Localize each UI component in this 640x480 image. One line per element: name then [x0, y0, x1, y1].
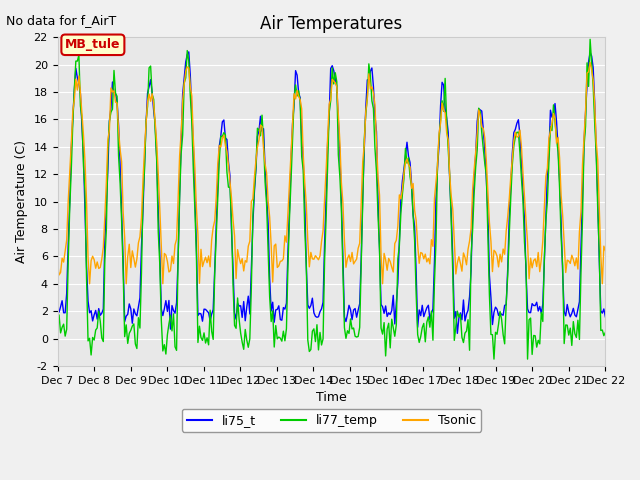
Line: li75_t: li75_t	[58, 52, 605, 334]
li77_temp	[573, 335, 580, 340]
Line: Tsonic: Tsonic	[58, 62, 605, 284]
li75_t	[454, 331, 461, 336]
li75_t	[295, 90, 303, 96]
li77_temp	[217, 133, 225, 139]
li77_temp	[236, 317, 243, 323]
li77_temp	[602, 329, 609, 335]
Text: MB_tule: MB_tule	[65, 38, 120, 51]
li75_t	[54, 305, 61, 311]
Tsonic	[246, 239, 253, 244]
li75_t	[121, 319, 129, 324]
li75_t	[602, 314, 609, 320]
Tsonic	[237, 261, 244, 266]
Y-axis label: Air Temperature (C): Air Temperature (C)	[15, 140, 28, 263]
li77_temp	[121, 334, 129, 339]
li75_t	[246, 311, 253, 317]
li75_t	[237, 303, 244, 309]
li77_temp	[490, 356, 498, 362]
li77_temp	[54, 323, 61, 329]
Tsonic	[602, 248, 609, 253]
li77_temp	[293, 93, 301, 99]
Line: li77_temp: li77_temp	[58, 39, 605, 359]
li75_t	[574, 307, 582, 312]
li77_temp	[586, 36, 594, 42]
Tsonic	[295, 94, 303, 99]
Tsonic	[586, 60, 594, 65]
li75_t	[218, 119, 226, 125]
li75_t	[185, 49, 193, 55]
Title: Air Temperatures: Air Temperatures	[260, 15, 403, 33]
Tsonic	[54, 258, 61, 264]
Text: No data for f_AirT: No data for f_AirT	[6, 14, 116, 27]
Tsonic	[86, 281, 93, 287]
X-axis label: Time: Time	[316, 391, 347, 404]
Legend: li75_t, li77_temp, Tsonic: li75_t, li77_temp, Tsonic	[182, 409, 481, 432]
Tsonic	[122, 281, 130, 287]
Tsonic	[218, 136, 226, 142]
li77_temp	[244, 345, 252, 350]
Tsonic	[573, 255, 580, 261]
